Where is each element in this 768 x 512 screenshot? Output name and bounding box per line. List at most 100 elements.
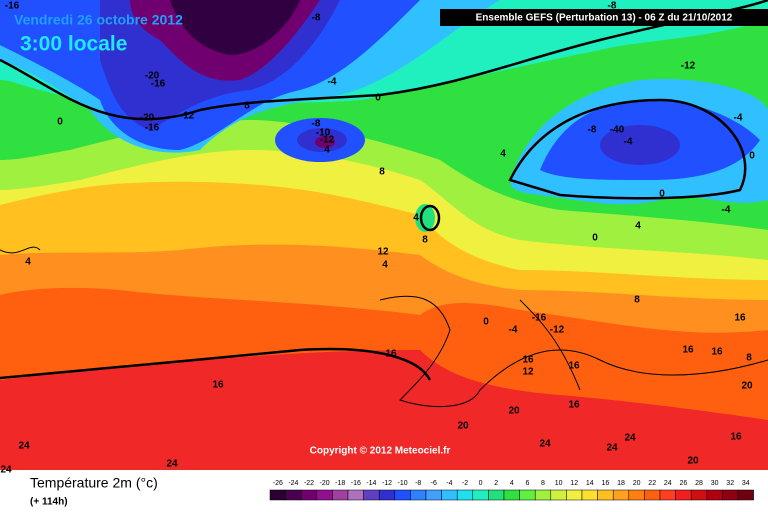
contour-label: 20 xyxy=(508,406,520,417)
variable-label: Température 2m (°c) xyxy=(30,475,158,491)
contour-label: 20 xyxy=(457,421,469,432)
legend-label: 22 xyxy=(648,480,656,487)
legend-swatch xyxy=(706,489,723,501)
contour-label: 12 xyxy=(522,367,534,378)
legend-label: 30 xyxy=(711,480,719,487)
legend-label: 18 xyxy=(617,480,625,487)
legend-label: 28 xyxy=(695,480,703,487)
legend-label: 14 xyxy=(586,480,594,487)
contour-label: 4 xyxy=(500,149,506,160)
contour-label: -20 xyxy=(145,71,160,82)
legend-label: -16 xyxy=(351,480,361,487)
contour-label: 20 xyxy=(687,456,699,467)
contour-label: 24 xyxy=(0,465,12,476)
legend-swatch xyxy=(378,489,396,501)
legend-swatch xyxy=(659,489,676,501)
legend-label: 20 xyxy=(633,480,641,487)
legend-swatch xyxy=(456,489,474,501)
legend-label: -12 xyxy=(382,480,392,487)
legend-swatch xyxy=(675,489,692,501)
contour-label: 12 xyxy=(377,247,389,258)
contour-label: 0 xyxy=(483,317,489,328)
temperature-field xyxy=(0,0,768,470)
contour-label: -16 xyxy=(145,123,160,134)
legend-swatch xyxy=(300,489,318,501)
model-info: Ensemble GEFS (Perturbation 13) - 06 Z d… xyxy=(476,13,733,24)
contour-label: 16 xyxy=(734,313,746,324)
contour-label: -4 xyxy=(509,325,518,336)
contour-label: -10 xyxy=(316,128,331,139)
contour-label: 16 xyxy=(682,345,694,356)
contour-label: 8 xyxy=(634,295,640,306)
contour-label: -12 xyxy=(180,111,195,122)
contour-label: 16 xyxy=(522,355,534,366)
legend-swatch xyxy=(316,489,333,501)
contour-label: -4 xyxy=(734,113,743,124)
legend-swatch xyxy=(347,489,364,501)
contour-label: -16 xyxy=(532,313,547,324)
contour-label: 24 xyxy=(606,443,618,454)
legend-swatch xyxy=(363,489,380,501)
copyright: Copyright © 2012 Meteociel.fr xyxy=(310,446,451,457)
contour-label: 20 xyxy=(741,381,753,392)
legend-label: 16 xyxy=(602,480,610,487)
legend-swatch xyxy=(410,489,427,501)
contour-label: -8 xyxy=(588,125,597,136)
legend-swatch xyxy=(285,489,302,501)
legend-label: -10 xyxy=(398,480,408,487)
contour-label: 24 xyxy=(18,441,30,452)
contour-label: 24 xyxy=(166,459,178,470)
contour-label: 8 xyxy=(244,101,250,112)
legend-label: -22 xyxy=(304,480,314,487)
contour-label: 0 xyxy=(57,117,63,128)
legend-label: 0 xyxy=(479,480,483,487)
contour-label: 24 xyxy=(539,439,551,450)
legend-swatch xyxy=(690,489,708,501)
contour-label: 16 xyxy=(212,380,224,391)
legend-label: 24 xyxy=(664,480,672,487)
contour-label: -4 xyxy=(328,77,337,88)
contour-label: -40 xyxy=(610,125,625,136)
legend-swatch xyxy=(628,489,645,501)
contour-label: 16 xyxy=(385,349,397,360)
color-legend: -26 -24 -22 -20 -18 -16 -14 -12 -10 -8 -6 -4 -2 0 2 4 6 8… xyxy=(269,480,754,501)
legend-label: -4 xyxy=(446,480,452,487)
legend-swatch xyxy=(550,489,567,501)
time-title: 3:00 locale xyxy=(20,33,127,56)
contour-label: 8 xyxy=(746,353,752,364)
date-title: Vendredi 26 octobre 2012 xyxy=(14,12,183,28)
contour-label: -16 xyxy=(5,1,20,12)
legend-label: -18 xyxy=(335,480,345,487)
legend-swatch xyxy=(332,489,349,501)
contour-label: 16 xyxy=(568,400,580,411)
legend-label: -14 xyxy=(366,480,376,487)
lead-time: (+ 114h) xyxy=(30,497,68,508)
contour-label: 4 xyxy=(635,221,641,232)
legend-swatch xyxy=(425,489,442,501)
legend-label: 10 xyxy=(555,480,563,487)
legend-label: 26 xyxy=(680,480,688,487)
legend-label: -24 xyxy=(288,480,298,487)
contour-label: -20 xyxy=(140,113,155,124)
contour-label: 16 xyxy=(568,361,580,372)
legend-swatch xyxy=(566,489,583,501)
legend-label: 34 xyxy=(742,480,750,487)
contour-label: -8 xyxy=(608,1,617,12)
legend-label: 8 xyxy=(541,480,545,487)
legend-swatch xyxy=(488,489,505,501)
legend-swatch xyxy=(581,489,598,501)
contour-label: -16 xyxy=(151,79,166,90)
legend-swatch xyxy=(612,489,630,501)
legend-swatch xyxy=(441,489,458,501)
legend-swatch xyxy=(269,489,286,501)
legend-swatch xyxy=(503,489,520,501)
contour-label: 8 xyxy=(422,235,428,246)
legend-label: -20 xyxy=(320,480,330,487)
contour-label: 4 xyxy=(25,257,31,268)
isotherms xyxy=(0,0,768,381)
legend-label: -26 xyxy=(273,480,283,487)
legend-swatch xyxy=(394,489,411,501)
legend-swatch xyxy=(597,489,614,501)
contour-label: 4 xyxy=(382,260,388,271)
